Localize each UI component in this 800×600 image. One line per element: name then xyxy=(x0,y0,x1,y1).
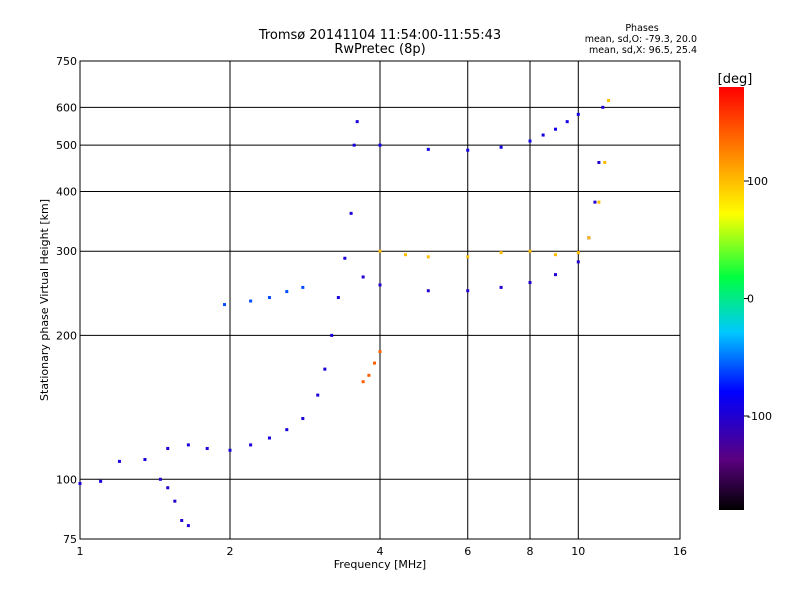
data-point xyxy=(205,446,209,450)
data-point xyxy=(336,296,340,300)
data-point xyxy=(528,139,532,143)
data-point xyxy=(228,448,232,452)
data-point xyxy=(499,285,503,289)
data-point xyxy=(352,143,356,147)
data-point xyxy=(373,361,377,365)
data-point xyxy=(553,127,557,131)
data-point xyxy=(466,289,470,293)
data-point xyxy=(576,112,580,116)
data-point xyxy=(378,350,382,354)
data-point xyxy=(587,236,591,240)
colorbar-tick-label: 100 xyxy=(747,175,768,188)
data-point xyxy=(158,477,162,481)
data-point xyxy=(528,249,532,253)
data-point xyxy=(403,253,407,257)
data-point xyxy=(349,211,353,215)
x-tick-labels: 1 2 4 6 8 10 16 xyxy=(77,545,688,558)
data-point xyxy=(499,145,503,149)
data-point xyxy=(541,133,545,137)
stats-heading: Phases xyxy=(625,23,658,34)
data-point xyxy=(285,290,289,294)
data-point xyxy=(166,446,170,450)
chart-subtitle: RwPretec (8p) xyxy=(334,42,425,57)
data-point xyxy=(267,436,271,440)
data-point xyxy=(553,253,557,257)
x-axis-label: Frequency [MHz] xyxy=(334,558,426,571)
x-tick-label: 8 xyxy=(527,545,534,558)
data-point xyxy=(426,147,430,151)
data-point xyxy=(249,299,253,303)
colorbar-label: [deg] xyxy=(718,72,753,87)
y-tick-labels: 75 100 200 300 400 500 600 750 xyxy=(56,55,77,546)
x-tick-label: 4 xyxy=(377,545,384,558)
data-point xyxy=(593,200,597,204)
data-point xyxy=(166,486,170,490)
data-point xyxy=(249,443,253,447)
y-tick-label: 400 xyxy=(56,185,77,198)
data-point xyxy=(466,255,470,259)
data-point xyxy=(597,160,601,164)
stats-line-o: mean, sd,O: -79.3, 20.0 xyxy=(585,34,697,45)
y-tick-label: 750 xyxy=(56,55,77,68)
data-point xyxy=(223,303,227,307)
y-tick-label: 75 xyxy=(63,533,77,546)
data-point xyxy=(343,256,347,260)
x-tick-label: 16 xyxy=(673,545,687,558)
colorbar-tick-label: 0 xyxy=(747,293,754,306)
data-point xyxy=(180,518,184,522)
data-point xyxy=(186,524,190,528)
y-tick-label: 300 xyxy=(56,245,77,258)
y-tick-label: 100 xyxy=(56,473,77,486)
data-point xyxy=(301,285,305,289)
colorbar-tick-label: -100 xyxy=(747,410,772,423)
data-point xyxy=(323,367,327,371)
y-tick-label: 600 xyxy=(56,101,77,114)
data-point xyxy=(367,373,371,377)
data-point xyxy=(426,255,430,259)
data-point xyxy=(378,283,382,287)
grid-lines xyxy=(80,61,680,539)
x-tick-label: 10 xyxy=(571,545,585,558)
data-point xyxy=(607,99,611,103)
colorbar-tick-labels: 100 0 -100 xyxy=(744,175,772,423)
data-point xyxy=(378,143,382,147)
y-tick-label: 500 xyxy=(56,139,77,152)
data-point xyxy=(576,260,580,264)
data-point xyxy=(285,428,289,432)
data-point xyxy=(78,481,82,485)
data-point xyxy=(553,273,557,277)
data-point xyxy=(267,296,271,300)
data-point xyxy=(378,249,382,253)
data-point xyxy=(603,160,607,164)
data-point xyxy=(528,281,532,285)
colorbar xyxy=(719,87,744,510)
x-tick-label: 1 xyxy=(77,545,84,558)
x-tick-label: 2 xyxy=(227,545,234,558)
data-point xyxy=(466,148,470,152)
y-tick-label: 200 xyxy=(56,329,77,342)
data-point xyxy=(355,120,359,124)
data-point xyxy=(186,443,190,447)
data-point xyxy=(330,333,334,337)
data-point xyxy=(426,289,430,293)
x-tick-label: 6 xyxy=(464,545,471,558)
data-point xyxy=(565,120,569,124)
data-point xyxy=(361,380,365,384)
data-point xyxy=(173,499,177,503)
data-point xyxy=(301,417,305,421)
data-points xyxy=(78,99,611,528)
data-point xyxy=(117,459,121,463)
data-point xyxy=(601,105,605,109)
data-point xyxy=(361,275,365,279)
y-axis-label: Stationary phase Virtual Height [km] xyxy=(38,199,51,401)
data-point xyxy=(576,251,580,255)
chart-title: Tromsø 20141104 11:54:00-11:55:43 xyxy=(258,28,501,43)
data-point xyxy=(99,479,103,483)
stats-line-x: mean, sd,X: 96.5, 25.4 xyxy=(589,45,697,56)
data-point xyxy=(597,200,601,204)
data-point xyxy=(143,457,147,461)
data-point xyxy=(499,251,503,255)
data-point xyxy=(316,393,320,397)
